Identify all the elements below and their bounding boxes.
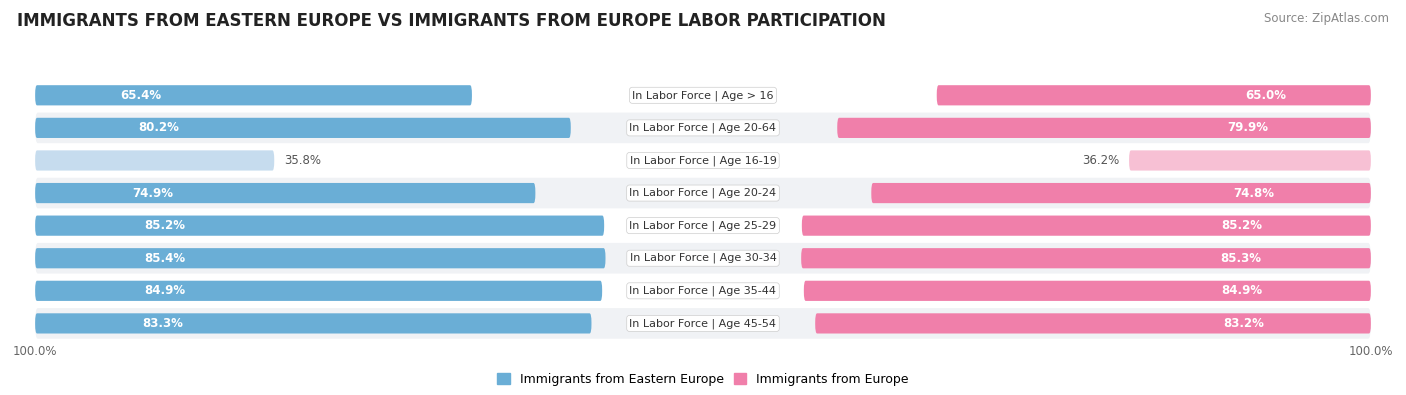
Text: Source: ZipAtlas.com: Source: ZipAtlas.com xyxy=(1264,12,1389,25)
FancyBboxPatch shape xyxy=(1129,150,1371,171)
FancyBboxPatch shape xyxy=(35,216,605,236)
Text: In Labor Force | Age 30-34: In Labor Force | Age 30-34 xyxy=(630,253,776,263)
FancyBboxPatch shape xyxy=(35,210,1371,241)
FancyBboxPatch shape xyxy=(35,118,571,138)
Text: IMMIGRANTS FROM EASTERN EUROPE VS IMMIGRANTS FROM EUROPE LABOR PARTICIPATION: IMMIGRANTS FROM EASTERN EUROPE VS IMMIGR… xyxy=(17,12,886,30)
Text: In Labor Force | Age 45-54: In Labor Force | Age 45-54 xyxy=(630,318,776,329)
FancyBboxPatch shape xyxy=(35,150,274,171)
FancyBboxPatch shape xyxy=(35,80,1371,111)
Text: 79.9%: 79.9% xyxy=(1227,121,1268,134)
Text: In Labor Force | Age 20-24: In Labor Force | Age 20-24 xyxy=(630,188,776,198)
FancyBboxPatch shape xyxy=(35,113,1371,143)
FancyBboxPatch shape xyxy=(872,183,1371,203)
Text: 35.8%: 35.8% xyxy=(284,154,321,167)
Legend: Immigrants from Eastern Europe, Immigrants from Europe: Immigrants from Eastern Europe, Immigran… xyxy=(492,368,914,391)
Text: In Labor Force | Age 20-64: In Labor Force | Age 20-64 xyxy=(630,122,776,133)
Text: 80.2%: 80.2% xyxy=(138,121,179,134)
FancyBboxPatch shape xyxy=(815,313,1371,333)
FancyBboxPatch shape xyxy=(35,243,1371,274)
Text: In Labor Force | Age > 16: In Labor Force | Age > 16 xyxy=(633,90,773,101)
FancyBboxPatch shape xyxy=(35,183,536,203)
Text: In Labor Force | Age 16-19: In Labor Force | Age 16-19 xyxy=(630,155,776,166)
FancyBboxPatch shape xyxy=(35,281,602,301)
Text: 84.9%: 84.9% xyxy=(143,284,186,297)
Text: 85.2%: 85.2% xyxy=(1220,219,1261,232)
FancyBboxPatch shape xyxy=(35,248,606,268)
FancyBboxPatch shape xyxy=(936,85,1371,105)
Text: 84.9%: 84.9% xyxy=(1220,284,1263,297)
Text: 83.3%: 83.3% xyxy=(142,317,183,330)
FancyBboxPatch shape xyxy=(801,216,1371,236)
FancyBboxPatch shape xyxy=(35,313,592,333)
Text: In Labor Force | Age 25-29: In Labor Force | Age 25-29 xyxy=(630,220,776,231)
FancyBboxPatch shape xyxy=(35,275,1371,306)
Text: 83.2%: 83.2% xyxy=(1223,317,1264,330)
FancyBboxPatch shape xyxy=(804,281,1371,301)
FancyBboxPatch shape xyxy=(35,145,1371,176)
Text: 85.3%: 85.3% xyxy=(1220,252,1261,265)
FancyBboxPatch shape xyxy=(35,308,1371,339)
Text: 85.2%: 85.2% xyxy=(145,219,186,232)
Text: 65.4%: 65.4% xyxy=(121,89,162,102)
Text: 65.0%: 65.0% xyxy=(1246,89,1286,102)
FancyBboxPatch shape xyxy=(837,118,1371,138)
FancyBboxPatch shape xyxy=(801,248,1371,268)
FancyBboxPatch shape xyxy=(35,85,472,105)
FancyBboxPatch shape xyxy=(35,178,1371,209)
Text: 36.2%: 36.2% xyxy=(1081,154,1119,167)
Text: 74.9%: 74.9% xyxy=(132,186,173,199)
Text: In Labor Force | Age 35-44: In Labor Force | Age 35-44 xyxy=(630,286,776,296)
Text: 85.4%: 85.4% xyxy=(145,252,186,265)
Text: 74.8%: 74.8% xyxy=(1233,186,1274,199)
